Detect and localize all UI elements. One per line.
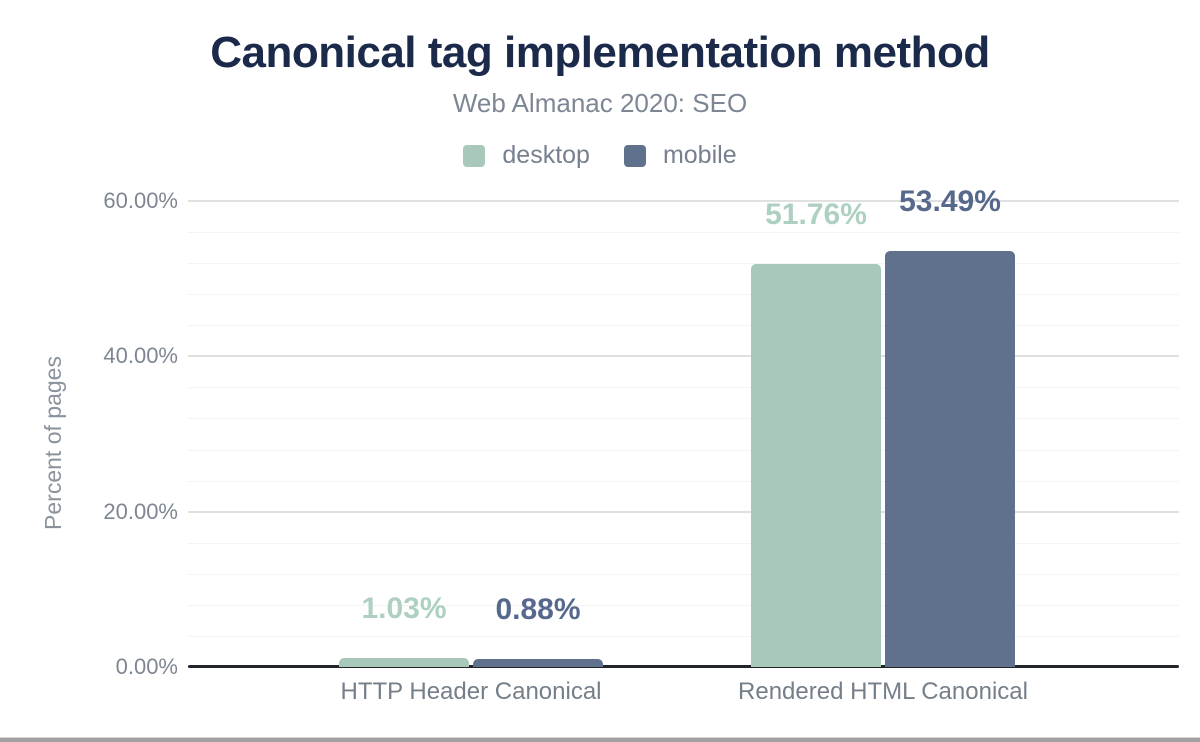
- legend-label-desktop: desktop: [502, 141, 590, 169]
- bar-value-label: 51.76%: [765, 198, 867, 231]
- legend-swatch-desktop-icon: [463, 144, 486, 167]
- gridline-major: [188, 200, 1179, 202]
- gridline-minor: [188, 294, 1179, 295]
- legend-item-desktop: desktop: [463, 141, 590, 170]
- bar-desktop-0[interactable]: [339, 658, 469, 667]
- page-subtitle: Web Almanac 2020: SEO: [452, 88, 748, 118]
- gridline-minor: [188, 481, 1179, 482]
- x-category-label: Rendered HTML Canonical: [738, 678, 1028, 705]
- gridline-minor: [188, 263, 1179, 264]
- gridline-major: [188, 355, 1179, 357]
- gridline-minor: [188, 325, 1179, 326]
- bar-value-label: 0.88%: [495, 593, 581, 626]
- gridline-minor: [188, 450, 1179, 451]
- gridline-major: [188, 511, 1179, 513]
- gridline-minor: [188, 232, 1179, 233]
- y-tick-label: 60.00%: [103, 188, 178, 213]
- page-title: Canonical tag implementation method: [210, 28, 990, 77]
- gridline-minor: [188, 387, 1179, 388]
- y-tick-label: 40.00%: [103, 343, 178, 368]
- x-category-label: HTTP Header Canonical: [340, 678, 602, 705]
- gridline-minor: [188, 574, 1179, 575]
- gridline-minor: [188, 418, 1179, 419]
- gridline-minor: [188, 543, 1179, 544]
- bar-mobile-0[interactable]: [473, 659, 603, 667]
- bar-value-label: 1.03%: [361, 592, 447, 625]
- legend: desktop mobile: [0, 141, 1200, 170]
- legend-swatch-mobile-icon: [623, 144, 646, 167]
- bar-mobile-1[interactable]: [885, 251, 1015, 667]
- bottom-edge-bar: [0, 737, 1200, 742]
- gridline-minor: [188, 636, 1179, 637]
- x-axis-line: [188, 665, 1179, 668]
- legend-label-mobile: mobile: [662, 141, 737, 169]
- bar-desktop-1[interactable]: [751, 264, 881, 667]
- bar-value-label: 53.49%: [899, 185, 1001, 218]
- y-tick-label: 0.00%: [115, 654, 178, 679]
- legend-item-mobile: mobile: [623, 141, 737, 170]
- gridline-minor: [188, 605, 1179, 606]
- y-tick-label: 20.00%: [103, 499, 178, 524]
